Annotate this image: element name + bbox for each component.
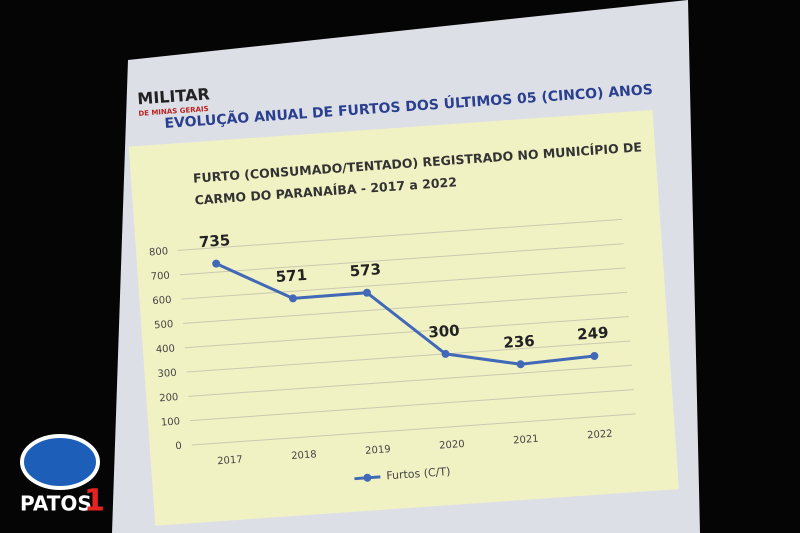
grid-line: [184, 316, 629, 349]
data-point: [362, 288, 371, 297]
x-tick-label: 2020: [439, 439, 465, 452]
legend-marker: [363, 473, 372, 482]
watermark-logo: [20, 434, 100, 490]
y-tick-label: 200: [159, 392, 179, 404]
y-tick-label: 0: [175, 441, 182, 452]
data-point: [441, 349, 450, 358]
legend-label: Furtos (C/T): [386, 465, 451, 482]
data-point: [212, 259, 221, 268]
chart-area: [128, 109, 679, 526]
y-tick-label: 100: [161, 416, 181, 428]
data-label: 236: [503, 332, 535, 352]
grid-line: [179, 243, 624, 276]
data-label: 300: [428, 321, 460, 341]
x-tick-label: 2022: [587, 429, 613, 442]
watermark-text: PATOS: [20, 492, 92, 516]
grid-line: [191, 413, 636, 446]
data-label: 573: [349, 260, 381, 280]
data-label: 249: [577, 323, 609, 343]
grid-line: [181, 267, 626, 300]
grid-line: [178, 218, 623, 251]
data-label: 735: [198, 231, 230, 251]
x-tick-label: 2018: [291, 449, 317, 462]
data-point: [590, 351, 599, 360]
grid-line: [188, 364, 633, 397]
data-point: [288, 294, 297, 303]
y-tick-label: 700: [150, 270, 170, 282]
x-tick-label: 2021: [513, 434, 539, 447]
y-tick-label: 500: [154, 319, 174, 331]
grid-line: [183, 291, 628, 324]
y-tick-label: 300: [157, 368, 177, 380]
data-line: [215, 262, 595, 366]
grid-line: [186, 340, 631, 373]
data-label: 571: [275, 266, 307, 286]
x-tick-label: 2019: [365, 444, 391, 457]
data-point: [516, 360, 525, 369]
y-tick-label: 800: [149, 246, 169, 258]
grid-line: [189, 389, 634, 422]
y-tick-label: 600: [152, 295, 172, 307]
watermark-number: 1: [84, 484, 105, 519]
y-tick-label: 400: [156, 343, 176, 355]
x-tick-label: 2017: [217, 454, 243, 467]
